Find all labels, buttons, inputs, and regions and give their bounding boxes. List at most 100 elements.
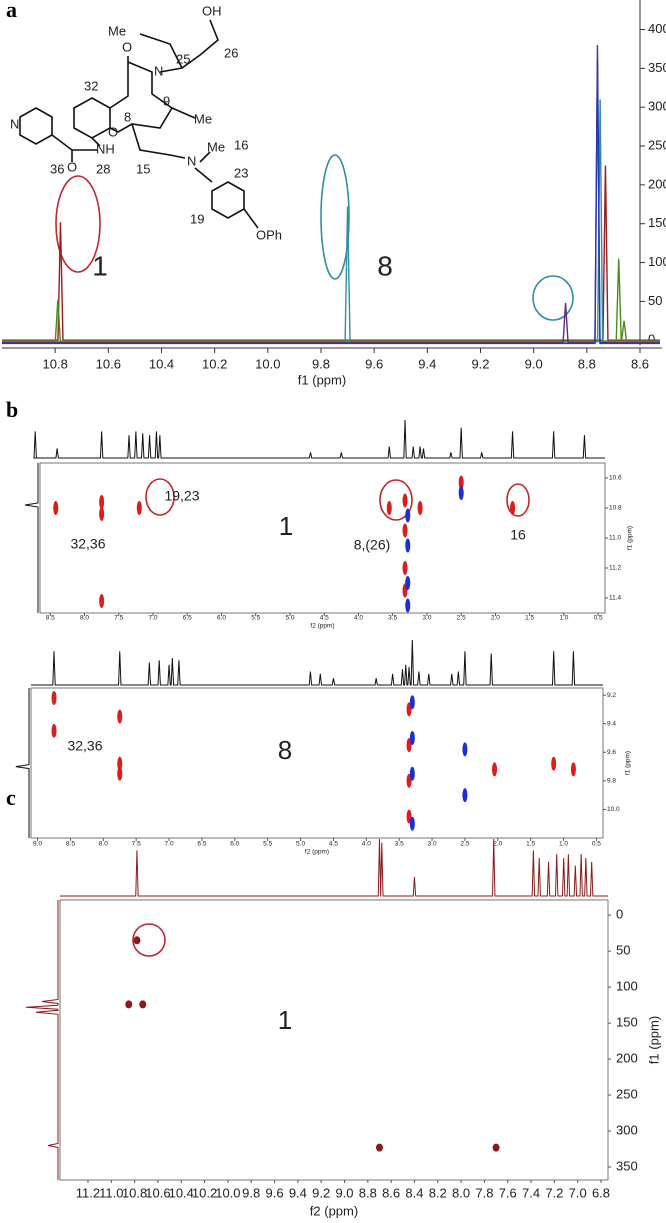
- y-tick-label: 50: [616, 943, 630, 958]
- x-tick-label: 9.4: [418, 356, 436, 371]
- x-tick-label: 9.0: [33, 841, 42, 848]
- x-tick-label: 9.8: [242, 1185, 260, 1200]
- x-tick-label: 7.8: [475, 1185, 493, 1200]
- x-tick-label: 3.0: [428, 841, 437, 848]
- bond: [159, 19, 219, 73]
- y-tick-label: 350: [616, 1158, 638, 1173]
- x-axis-title: f1 (ppm): [298, 372, 346, 387]
- x-tick-label: 4.0: [354, 615, 363, 622]
- x-tick-label: 8.4: [405, 1185, 423, 1200]
- spectrum-line: [2, 258, 660, 342]
- x-tick-label: 8.0: [452, 1185, 470, 1200]
- y-tick-label: 11.2: [609, 565, 622, 572]
- x-tick-label: 8.6: [631, 356, 649, 371]
- x-tick-label: 5.0: [296, 841, 305, 848]
- atom-label: 23: [234, 165, 248, 180]
- y-tick-label: 350: [648, 60, 666, 75]
- panel-label: b: [6, 397, 18, 422]
- x-tick-label: 7.0: [569, 1185, 587, 1200]
- highlight: [320, 154, 350, 280]
- bond: [91, 137, 101, 147]
- x-tick-label: 10.8: [43, 356, 68, 371]
- atom-label: NH: [96, 141, 115, 156]
- x-tick-label: 6.8: [592, 1185, 610, 1200]
- highlight: [506, 483, 530, 517]
- y-tick-label: 150: [648, 215, 666, 230]
- bond: [171, 107, 196, 119]
- x-tick-label: 1.0: [559, 615, 568, 622]
- x-tick-label: 7.0: [148, 615, 157, 622]
- y-tick-label: 100: [648, 254, 666, 269]
- x-tick-label: 9.6: [365, 356, 383, 371]
- x-tick-label: 2.0: [491, 615, 500, 622]
- x-tick-label: 8.6: [382, 1185, 400, 1200]
- x-tick-label: 10.6: [96, 356, 121, 371]
- atom-label: N: [187, 153, 196, 168]
- cross-peak: [462, 742, 468, 757]
- x-tick-label: 7.5: [132, 841, 141, 848]
- plot-frame: [30, 687, 604, 839]
- annotation: 1: [92, 250, 108, 281]
- x-tick-label: 7.4: [522, 1185, 540, 1200]
- cross-peak: [99, 507, 105, 521]
- y-tick-label: 50: [648, 293, 662, 308]
- x-tick-label: 10.4: [169, 1185, 194, 1200]
- annotation: 16: [510, 527, 526, 543]
- cross-peak: [458, 486, 464, 500]
- x-tick-label: 3.5: [395, 841, 404, 848]
- spectrum-line: [2, 60, 660, 345]
- atom-label: 15: [136, 161, 150, 176]
- atom-label: N: [10, 116, 19, 131]
- bond: [131, 123, 186, 159]
- atom-label: 9: [163, 93, 170, 108]
- annotation: 32,36: [70, 536, 105, 552]
- bond: [73, 97, 111, 139]
- atom-label: 26: [224, 45, 238, 60]
- atom-label: 36: [50, 161, 64, 176]
- cross-peak: [51, 723, 57, 738]
- bond: [194, 167, 213, 183]
- y-tick-label: 100: [616, 979, 638, 994]
- x-tick-label: 7.0: [165, 841, 174, 848]
- spectrum-line: [2, 45, 660, 344]
- projection-trace: [60, 838, 608, 897]
- atom-label: 32: [84, 78, 98, 93]
- cross-peak: [117, 766, 123, 781]
- x-tick-label: 8.5: [46, 615, 55, 622]
- x-tick-label: 10.8: [122, 1185, 147, 1200]
- annotation: 1: [279, 511, 293, 541]
- y-axis-title: f1 (ppm): [627, 526, 634, 550]
- cross-peak: [510, 501, 516, 515]
- cross-peak: [117, 709, 123, 724]
- cross-peak: [409, 816, 415, 831]
- cross-peak: [409, 766, 415, 781]
- x-tick-label: 5.0: [285, 615, 294, 622]
- annotation: 8,(26): [354, 537, 391, 553]
- highlight: [379, 479, 413, 521]
- x-tick-label: 9.2: [471, 356, 489, 371]
- highlight: [145, 478, 175, 516]
- y-tick-label: 9.4: [607, 720, 616, 727]
- cross-peak: [139, 1000, 147, 1009]
- projection-trace: [33, 419, 605, 459]
- atom-label: 16: [234, 137, 248, 152]
- x-tick-label: 4.5: [320, 615, 329, 622]
- x-tick-label: 10.0: [215, 1185, 240, 1200]
- x-axis-title: f2 (ppm): [310, 1203, 358, 1218]
- y-tick-label: 200: [648, 176, 666, 191]
- cross-peak: [417, 501, 423, 515]
- atom-label: O: [67, 159, 77, 174]
- atom-label: OPh: [256, 227, 282, 242]
- y-tick-label: 9.8: [607, 778, 616, 785]
- cross-peak: [405, 538, 411, 553]
- cross-peak: [462, 788, 468, 803]
- x-axis-title: f2 (ppm): [305, 849, 329, 856]
- y-tick-label: 10.8: [609, 505, 622, 512]
- x-tick-label: 8.8: [359, 1185, 377, 1200]
- y-axis-title: f1 (ppm): [646, 1016, 661, 1064]
- bond: [109, 61, 174, 133]
- plot-frame: [59, 899, 609, 1181]
- annotation: 1: [278, 1005, 292, 1035]
- x-tick-label: 8.8: [578, 356, 596, 371]
